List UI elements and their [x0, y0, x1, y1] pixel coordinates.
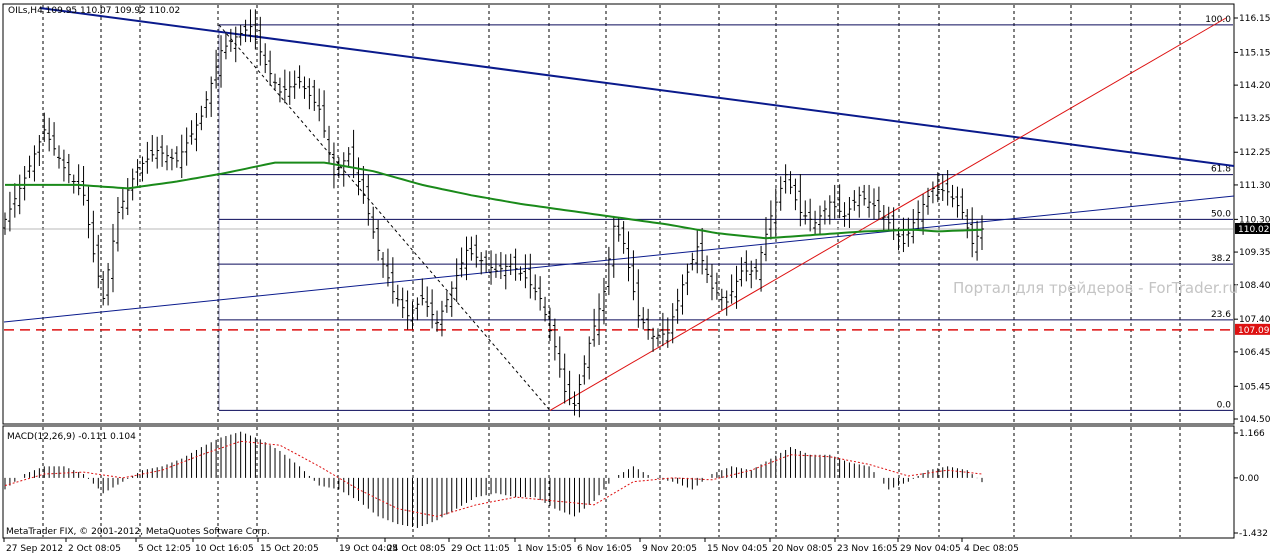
- fib-level-label: 100.0: [1205, 15, 1231, 25]
- moving-average-line: [5, 161, 983, 240]
- alert-price-tag: 107.09: [1235, 323, 1270, 336]
- price-pane[interactable]: [2, 3, 1235, 425]
- current-price-tag: 110.02: [1235, 222, 1270, 235]
- copyright: MetaTrader FIX, © 2001-2012, MetaQuotes …: [6, 527, 270, 537]
- macd-tick-label: -1.432: [1239, 529, 1268, 539]
- time-tick-label: 10 Oct 16:05: [195, 544, 254, 554]
- price-bars: [3, 9, 984, 418]
- fib-level-label: 0.0: [1217, 400, 1232, 410]
- time-tick-label: 20 Nov 08:05: [772, 544, 833, 554]
- macd-signal-line: [4, 440, 983, 517]
- time-tick-label: 6 Nov 16:05: [577, 544, 632, 554]
- time-tick-label: 5 Oct 12:05: [138, 544, 191, 554]
- price-tick-label: 113.25: [1239, 114, 1270, 124]
- time-tick-label: 9 Nov 20:05: [642, 544, 697, 554]
- macd-pane[interactable]: [2, 425, 1235, 539]
- fib-level-label: 38.2: [1211, 254, 1231, 264]
- symbol-header: OILs,H4 109.95 110.07 109.92 110.02: [8, 6, 180, 16]
- fib-diagonal: [218, 24, 551, 411]
- price-tick-label: 109.35: [1239, 248, 1270, 258]
- down-trend-line: [39, 7, 1235, 167]
- time-tick-label: 24 Oct 08:05: [387, 544, 446, 554]
- price-tick-label: 111.30: [1239, 181, 1270, 191]
- macd-indicator: [4, 431, 983, 528]
- time-tick-label: 15 Nov 04:05: [707, 544, 768, 554]
- time-tick-label: 29 Oct 11:05: [451, 544, 510, 554]
- time-tick-label: 19 Oct 04:05: [339, 544, 398, 554]
- price-tick-label: 110.30: [1239, 215, 1270, 225]
- price-axis: 116.15 115.15 114.20 113.25 112.25 111.30 110.…: [1234, 14, 1270, 539]
- time-tick-label: 29 Nov 04:05: [900, 544, 961, 554]
- up-trend-line: [3, 195, 1235, 323]
- watermark: Портал для трейдеров - ForTrader.ru: [953, 279, 1238, 297]
- time-tick-label: 1 Nov 15:05: [517, 544, 572, 554]
- vertical-grid: [4, 5, 1233, 537]
- price-tick-label: 107.40: [1239, 315, 1270, 325]
- fib-level-label: 50.0: [1211, 209, 1231, 219]
- moving-average: [5, 161, 983, 240]
- price-tick-label: 114.20: [1239, 81, 1270, 91]
- price-tick-label: 112.25: [1239, 148, 1270, 158]
- price-tick-label: 104.50: [1239, 415, 1270, 425]
- price-tick-label: 108.40: [1239, 281, 1270, 291]
- alert-price-label: 107.09: [1238, 326, 1270, 336]
- macd-tick-label: 1.166: [1239, 429, 1265, 439]
- price-tick-label: 116.15: [1239, 14, 1270, 24]
- fib-level-label: 61.8: [1211, 165, 1231, 175]
- time-tick-label: 23 Nov 16:05: [837, 544, 898, 554]
- price-tick-label: 105.45: [1239, 382, 1270, 392]
- macd-tick-label: 0.00: [1239, 474, 1259, 484]
- time-tick-label: 15 Oct 20:05: [260, 544, 319, 554]
- macd-label: MACD(12,26,9) -0.111 0.104: [7, 432, 136, 442]
- price-tick-label: 106.45: [1239, 348, 1270, 358]
- fibonacci-levels: 100.0 61.8 50.0 38.2 23.6 0.0: [218, 15, 1233, 411]
- time-tick-label: 4 Dec 08:05: [964, 544, 1019, 554]
- time-tick-label: 27 Sep 2012: [6, 544, 63, 554]
- current-price-label: 110.02: [1238, 225, 1270, 235]
- price-tick-label: 115.15: [1239, 48, 1270, 58]
- time-axis: 27 Sep 2012 2 Oct 08:05 5 Oct 12:05 10 Oct …: [3, 538, 1019, 554]
- time-tick-label: 2 Oct 08:05: [68, 544, 121, 554]
- fib-level-label: 23.6: [1211, 310, 1231, 320]
